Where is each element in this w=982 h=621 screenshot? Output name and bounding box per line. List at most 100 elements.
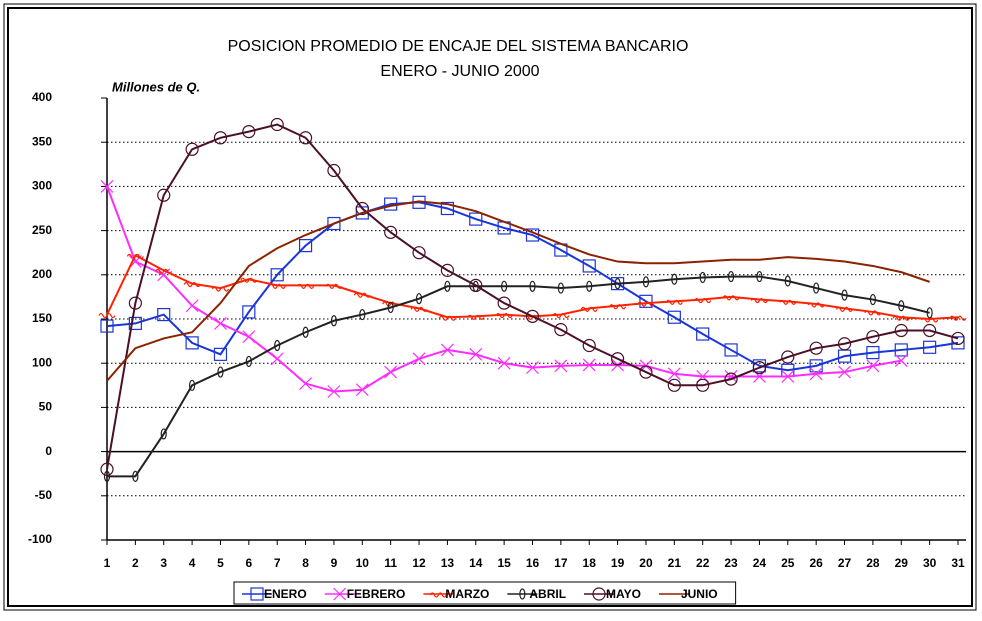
data-point: [525, 309, 540, 323]
data-point: [298, 131, 313, 145]
data-point: [694, 297, 712, 304]
x-tick-label: 11: [384, 556, 397, 570]
data-point: [327, 163, 341, 178]
data-point: [752, 361, 767, 375]
data-point: [699, 271, 706, 284]
data-point: [440, 343, 454, 357]
y-tick-label: 50: [39, 400, 53, 414]
data-point: [469, 347, 483, 361]
data-point: [637, 301, 655, 307]
data-point: [866, 359, 880, 373]
x-tick-label: 31: [951, 556, 965, 570]
data-point: [387, 301, 394, 314]
x-tick-label: 18: [583, 556, 597, 570]
data-point: [639, 294, 653, 308]
data-point: [642, 276, 650, 288]
data-point: [696, 378, 710, 392]
y-tick-label: -100: [28, 532, 52, 546]
x-tick-label: 26: [809, 556, 823, 570]
data-point: [240, 277, 258, 283]
series-line: [106, 201, 959, 372]
legend-marker: [519, 588, 526, 600]
x-tick-label: 2: [132, 556, 139, 570]
data-point: [921, 317, 939, 323]
data-point: [841, 289, 848, 301]
data-point: [302, 326, 309, 338]
x-tick-label: 7: [274, 556, 281, 570]
data-point: [923, 323, 937, 338]
data-point: [469, 278, 483, 293]
data-point: [750, 297, 768, 304]
inner-frame: [7, 7, 973, 607]
y-tick-label: -50: [35, 488, 53, 502]
data-point: [892, 315, 910, 321]
data-point: [325, 283, 343, 289]
data-point: [415, 293, 423, 305]
x-tick-label: 27: [838, 556, 852, 570]
y-tick-label: 250: [32, 223, 52, 237]
data-point: [582, 358, 596, 372]
data-point: [864, 310, 882, 316]
data-point: [586, 280, 593, 292]
data-point: [784, 275, 791, 287]
data-point: [582, 338, 596, 353]
data-point: [781, 350, 795, 364]
legend-box: [233, 581, 737, 605]
data-point: [410, 306, 428, 312]
legend-label: JUNIO: [681, 587, 718, 601]
data-point: [554, 323, 568, 337]
data-point: [100, 462, 114, 476]
data-point: [756, 270, 763, 283]
data-point: [552, 312, 570, 319]
data-point: [213, 347, 228, 361]
x-tick-label: 15: [497, 556, 511, 570]
data-point: [214, 316, 227, 330]
legend-marker: [592, 587, 606, 601]
x-tick-label: 23: [724, 556, 738, 570]
data-point: [189, 379, 196, 391]
data-point: [160, 428, 167, 440]
data-point: [639, 365, 653, 379]
data-point: [807, 302, 825, 308]
data-point: [185, 336, 199, 350]
data-point: [722, 295, 740, 301]
data-point: [298, 239, 313, 253]
data-point: [213, 131, 228, 145]
legend: ENERO FEBRERO MARZO ABRIL MAYO JUNIO: [233, 581, 737, 605]
data-point: [609, 304, 627, 310]
legend-label: MAYO: [606, 587, 641, 601]
x-tick-label: 21: [668, 556, 682, 570]
data-point: [242, 305, 256, 319]
x-tick-label: 8: [302, 556, 309, 570]
x-tick-label: 4: [189, 556, 196, 570]
x-tick-label: 1: [104, 556, 111, 570]
data-point: [529, 280, 536, 292]
data-point: [898, 300, 905, 312]
series-line: [106, 200, 930, 382]
data-point: [126, 253, 144, 259]
legend-label: ABRIL: [529, 587, 566, 601]
data-point: [838, 365, 851, 379]
data-point: [781, 370, 795, 383]
data-point: [696, 327, 710, 341]
data-point: [270, 352, 284, 366]
data-point: [724, 343, 738, 357]
data-point: [580, 306, 598, 312]
x-tick-label: 22: [696, 556, 710, 570]
data-point: [497, 296, 511, 310]
data-point: [157, 307, 171, 322]
y-tick-label: 350: [32, 134, 52, 148]
data-point: [727, 270, 735, 283]
data-point: [242, 124, 256, 139]
data-point: [185, 299, 199, 313]
data-point: [951, 336, 965, 350]
data-point: [866, 345, 880, 360]
data-point: [270, 268, 284, 282]
data-point: [582, 259, 596, 273]
data-point: [949, 315, 967, 321]
chart-subtitle: ENERO - JUNIO 2000: [380, 63, 539, 80]
data-point: [495, 312, 513, 319]
data-point: [724, 372, 738, 386]
data-point: [185, 142, 199, 156]
